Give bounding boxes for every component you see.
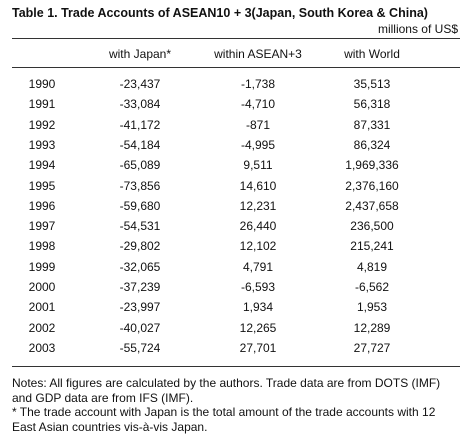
row-year: 1991 — [28, 97, 56, 112]
note: Notes: All figures are calculated by the… — [12, 376, 441, 405]
table-cell: -6,562 — [354, 280, 390, 294]
row-year: 1993 — [28, 137, 56, 152]
table-cell: 2,376,160 — [345, 178, 399, 193]
table-cell: 215,241 — [350, 239, 394, 254]
table-cell: -65,089 — [119, 158, 161, 173]
table-cell: 1,934 — [242, 300, 274, 315]
table-cell: 56,318 — [353, 97, 391, 112]
table-cell: 86,324 — [353, 137, 391, 152]
table-cell: 12,289 — [353, 320, 391, 335]
table-cell: 27,701 — [239, 340, 277, 355]
table-cell: 35,513 — [353, 77, 391, 91]
row-year: 1996 — [28, 198, 56, 213]
table-cell: 12,102 — [239, 239, 277, 254]
table-cell: 9,511 — [243, 158, 273, 173]
table-cell: 14,610 — [239, 178, 277, 193]
table-title: Table 1. Trade Accounts of ASEAN10 + 3(J… — [12, 6, 428, 20]
row-year: 1999 — [28, 259, 56, 274]
table-cell: -4,995 — [240, 137, 276, 152]
table-cell: -37,239 — [119, 280, 161, 294]
table-cell: -59,680 — [119, 198, 161, 213]
rule — [12, 366, 460, 367]
column-header: with Japan* — [108, 47, 172, 61]
table-cell: -4,710 — [240, 97, 276, 112]
table-cell: -871 — [245, 117, 271, 132]
rule — [12, 38, 460, 39]
table-cell: -54,531 — [119, 219, 161, 234]
row-year: 1990 — [28, 77, 56, 91]
row-year: 1994 — [28, 158, 56, 173]
table-cell: 27,727 — [353, 340, 391, 355]
table-cell: -6,593 — [240, 280, 276, 294]
table-cell: -40,027 — [119, 320, 161, 335]
table-cell: -41,172 — [119, 117, 161, 132]
table-cell: -54,184 — [119, 137, 161, 152]
notes: Notes: All figures are calculated by the… — [12, 376, 462, 434]
note: * The trade account with Japan is the to… — [12, 405, 436, 434]
unit-label: millions of US$ — [377, 22, 458, 36]
row-year: 2000 — [28, 280, 56, 294]
table-cell: -29,802 — [119, 239, 161, 254]
table-cell: -55,724 — [119, 340, 161, 355]
table-cell: 87,331 — [353, 117, 391, 132]
table-cell: 4,791 — [242, 259, 274, 274]
table-cell: -33,084 — [119, 97, 161, 112]
table-cell: 1,969,336 — [345, 158, 399, 173]
column-header: with World — [344, 47, 400, 61]
table-cell: 26,440 — [239, 219, 277, 234]
table-cell: 1,953 — [356, 300, 388, 315]
table-cell: 12,265 — [239, 320, 277, 335]
table-cell: -23,997 — [119, 300, 161, 315]
row-year: 2001 — [28, 300, 56, 315]
row-year: 1995 — [28, 178, 56, 193]
row-year: 1992 — [28, 117, 56, 132]
table-cell: 4,819 — [356, 259, 388, 274]
rule — [12, 67, 460, 68]
column-header: within ASEAN+3 — [214, 47, 302, 61]
table-cell: -32,065 — [119, 259, 161, 274]
table-cell: 236,500 — [350, 219, 394, 234]
table-cell: 2,437,658 — [345, 198, 399, 213]
row-year: 1998 — [28, 239, 56, 254]
table-cell: -23,437 — [119, 77, 161, 91]
row-year: 2002 — [28, 320, 56, 335]
row-year: 2003 — [28, 340, 56, 355]
table-cell: -1,738 — [240, 77, 276, 91]
row-year: 1997 — [28, 219, 56, 234]
table-cell: -73,856 — [119, 178, 161, 193]
table-cell: 12,231 — [239, 198, 277, 213]
